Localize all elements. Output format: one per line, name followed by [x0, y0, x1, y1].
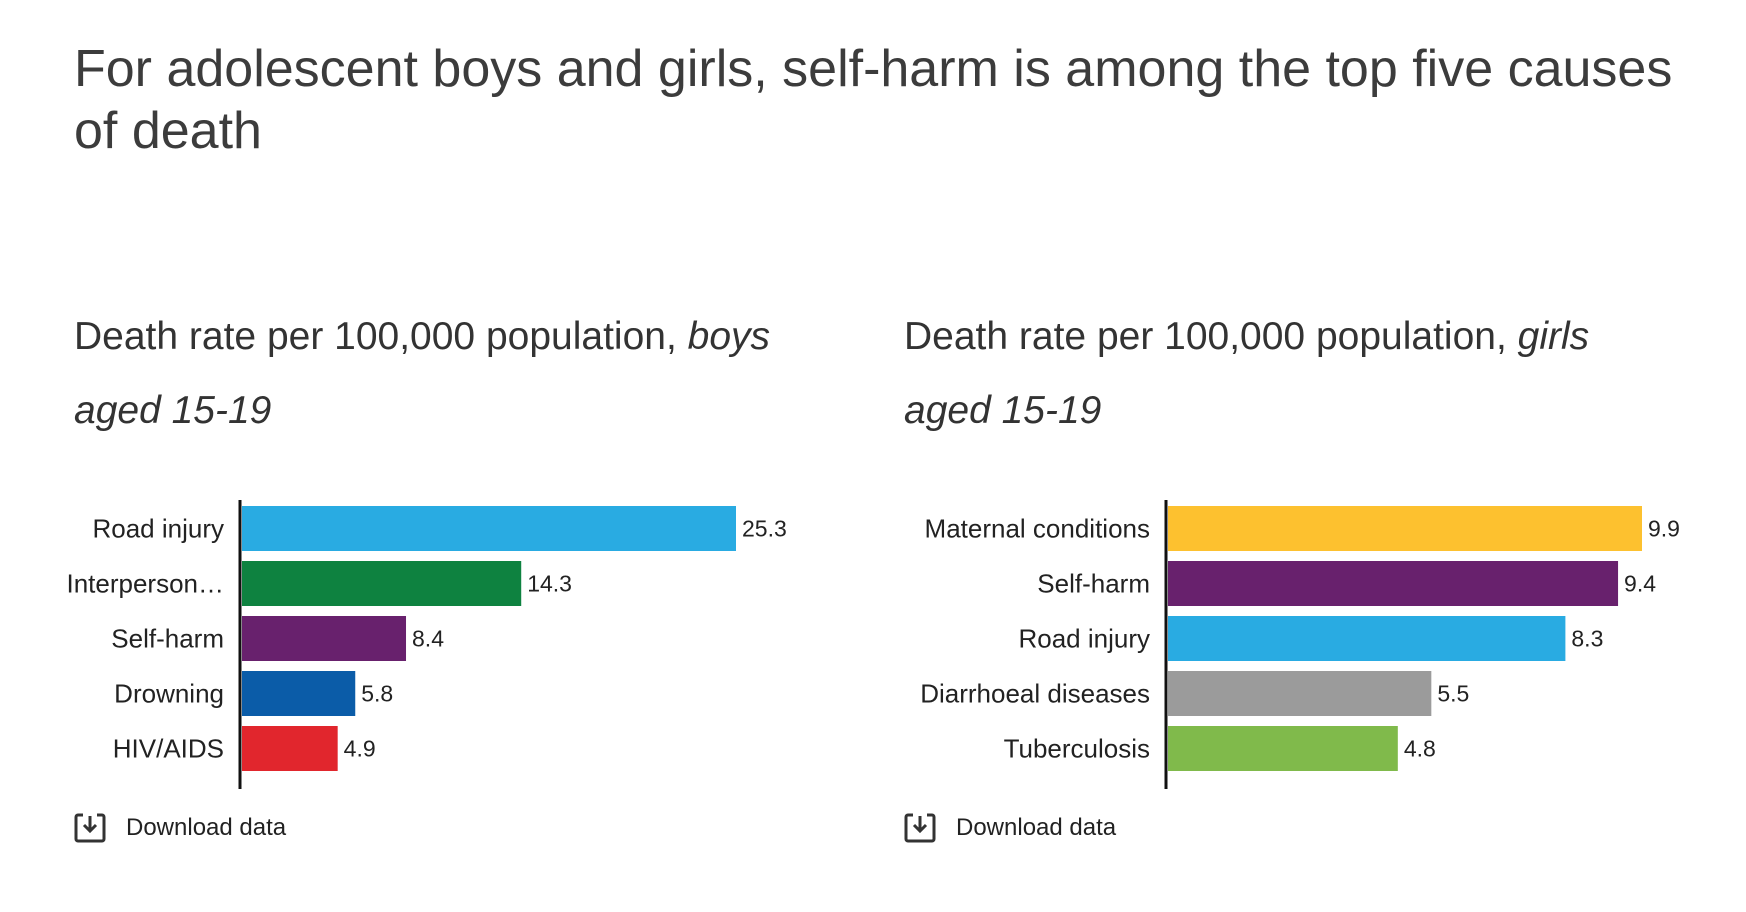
- bar-2: [242, 616, 407, 661]
- download-icon: [74, 813, 106, 843]
- value-label-0: 25.3: [742, 516, 787, 542]
- girls-chart-title-age: aged 15-19: [904, 389, 1102, 432]
- category-label-4: Tuberculosis: [1004, 734, 1150, 764]
- bar-2: [1168, 616, 1566, 661]
- category-label-0: Road injury: [92, 514, 224, 544]
- girls-chart-panel: Death rate per 100,000 population, girls…: [904, 300, 1680, 860]
- category-label-3: Diarrhoeal diseases: [920, 679, 1150, 709]
- boys-chart-panel: Death rate per 100,000 population, boys a…: [66, 300, 834, 860]
- value-label-1: 9.4: [1624, 571, 1656, 597]
- value-label-2: 8.3: [1571, 626, 1603, 652]
- value-label-2: 8.4: [412, 626, 444, 652]
- value-label-4: 4.9: [344, 736, 376, 762]
- girls-chart-title: Death rate per 100,000 population, girls…: [904, 300, 1664, 448]
- value-label-1: 14.3: [527, 571, 572, 597]
- girls-download-data-button[interactable]: Download data: [904, 812, 1116, 844]
- boys-chart-title-group: boys: [687, 315, 771, 358]
- boys-chart-title-main: Death rate per 100,000 population,: [74, 315, 688, 358]
- bar-1: [242, 561, 522, 606]
- bar-0: [242, 506, 736, 551]
- girls-download-data-label: Download data: [956, 814, 1117, 841]
- girls-chart-title-group: girls: [1517, 315, 1590, 358]
- value-label-3: 5.8: [361, 681, 393, 707]
- value-label-0: 9.9: [1648, 516, 1680, 542]
- bar-3: [242, 671, 356, 716]
- bar-4: [1168, 726, 1398, 771]
- boys-bar-chart: Road injury 25.3 Interperson… 14.3 Self-harm…: [66, 500, 787, 789]
- category-label-2: Road injury: [1018, 624, 1150, 654]
- value-label-3: 5.5: [1437, 681, 1469, 707]
- boys-download-data-label: Download data: [126, 814, 287, 841]
- category-label-1: Interperson…: [66, 569, 224, 599]
- category-label-2: Self-harm: [111, 624, 224, 654]
- boys-chart-title: Death rate per 100,000 population, boys a…: [74, 300, 834, 448]
- bar-4: [242, 726, 338, 771]
- value-label-4: 4.8: [1404, 736, 1436, 762]
- bar-0: [1168, 506, 1642, 551]
- girls-bar-chart: Maternal conditions 9.9 Self-harm 9.4 Road i…: [920, 500, 1680, 789]
- category-label-4: HIV/AIDS: [113, 734, 224, 764]
- boys-download-data-button[interactable]: Download data: [74, 812, 286, 844]
- category-label-3: Drowning: [114, 679, 224, 709]
- page-title: For adolescent boys and girls, self-harm…: [74, 40, 1673, 160]
- bar-1: [1168, 561, 1619, 606]
- category-label-1: Self-harm: [1037, 569, 1150, 599]
- boys-chart-title-age: aged 15-19: [74, 389, 272, 432]
- download-icon: [904, 813, 936, 843]
- girls-chart-title-main: Death rate per 100,000 population,: [904, 315, 1518, 358]
- category-label-0: Maternal conditions: [925, 514, 1150, 544]
- bar-3: [1168, 671, 1432, 716]
